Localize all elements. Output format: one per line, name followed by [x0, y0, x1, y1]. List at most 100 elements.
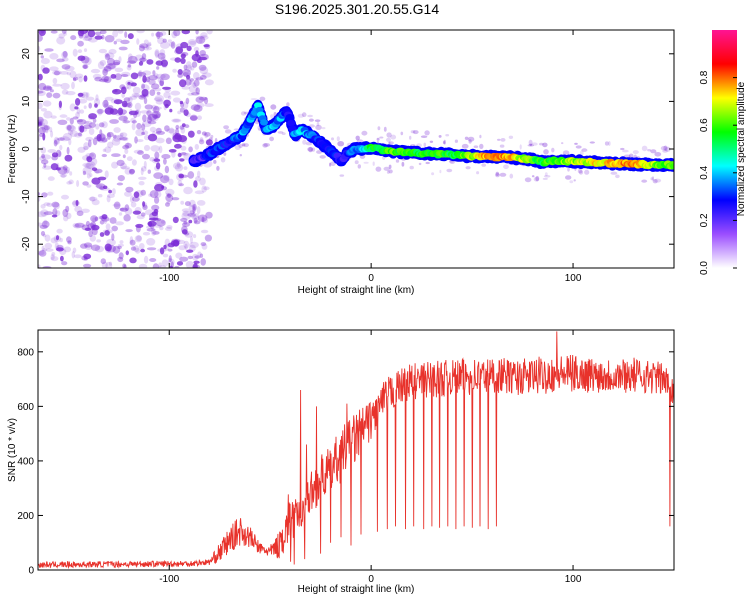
x-tick-label: 0 — [368, 273, 374, 284]
ridge-speckle — [615, 174, 620, 179]
noise-blob — [190, 65, 195, 71]
noise-blob — [42, 248, 48, 252]
noise-blob — [195, 96, 205, 103]
noise-blob — [165, 194, 174, 202]
noise-blob — [201, 216, 205, 223]
noise-blob — [89, 196, 96, 202]
ridge-speckle — [431, 172, 435, 176]
noise-blob — [110, 98, 121, 104]
noise-blob — [83, 242, 93, 248]
noise-blob — [155, 73, 166, 80]
ridge-speckle — [424, 130, 430, 136]
noise-blob — [183, 109, 189, 116]
noise-blob — [146, 43, 152, 47]
noise-blob — [46, 86, 53, 90]
noise-blob — [88, 127, 95, 135]
noise-blob — [105, 261, 113, 268]
noise-blob — [84, 227, 92, 231]
noise-blob — [55, 247, 64, 252]
noise-blob — [58, 151, 62, 158]
ridge-speckle — [479, 143, 484, 149]
noise-blob — [60, 255, 64, 262]
noise-blob — [154, 151, 160, 160]
ridge-speckle — [395, 159, 400, 163]
noise-blob — [165, 137, 172, 145]
noise-blob — [188, 85, 198, 93]
noise-blob — [193, 79, 200, 87]
noise-blob — [82, 170, 86, 176]
snr-series-line — [38, 331, 674, 570]
noise-blob — [50, 237, 58, 244]
noise-blob — [61, 261, 68, 266]
noise-blob — [125, 250, 129, 256]
noise-blob — [141, 166, 147, 172]
noise-blob — [43, 86, 52, 91]
colorbar: 0.0 0.2 0.4 0.6 0.8 Normalized spectral ampl… — [699, 30, 747, 275]
ridge-speckle — [198, 139, 205, 145]
noise-blob — [97, 108, 103, 116]
y-tick-label: 10 — [21, 95, 32, 107]
noise-blob — [144, 134, 150, 141]
ridge-speckle — [241, 143, 246, 147]
noise-blob — [56, 244, 64, 251]
noise-blob — [117, 107, 124, 116]
noise-blob — [163, 244, 167, 250]
ridge-speckle — [400, 131, 404, 136]
colorbar-tick-label: 0.2 — [699, 213, 710, 227]
ridge-speckle — [565, 175, 572, 180]
noise-blob — [155, 162, 161, 170]
noise-blob — [177, 73, 183, 78]
snr-x-label: Height of straight line (km) — [298, 584, 415, 595]
ridge-speckle — [610, 171, 618, 175]
noise-blob — [184, 232, 190, 236]
noise-blob — [68, 138, 72, 146]
snr-panel: -100 0 100 0 200 400 600 800 Height of straigh… — [7, 329, 675, 595]
noise-blob — [123, 214, 131, 222]
noise-blob — [181, 225, 188, 234]
noise-blob — [47, 176, 55, 181]
noise-blob — [40, 209, 49, 217]
noise-blob — [183, 186, 193, 195]
noise-blob — [49, 53, 59, 60]
ridge-speckle — [508, 135, 514, 139]
spectrogram-x-axis: -100 0 100 — [159, 30, 582, 284]
noise-blob — [157, 37, 165, 45]
ridge-speckle — [386, 170, 390, 174]
noise-blob — [154, 224, 162, 228]
ridge-speckle — [205, 139, 210, 144]
noise-blob — [135, 247, 141, 254]
noise-blob — [149, 190, 159, 199]
colorbar-tick-label: 0.4 — [699, 165, 710, 179]
noise-blob — [90, 215, 98, 223]
noise-blob — [172, 162, 182, 170]
noise-blob — [88, 102, 92, 109]
noise-blob — [89, 173, 93, 178]
ridge-speckle — [473, 145, 479, 148]
noise-blob — [147, 120, 157, 125]
noise-blob — [167, 193, 171, 198]
noise-blob — [66, 117, 71, 121]
noise-blob — [104, 146, 112, 153]
noise-blob — [135, 225, 141, 233]
noise-blob — [64, 154, 73, 162]
noise-blob — [203, 97, 209, 105]
ridge-speckle — [204, 132, 211, 137]
noise-blob — [178, 173, 184, 179]
noise-blob — [95, 123, 100, 130]
ridge-speckle — [551, 147, 555, 153]
noise-blob — [153, 105, 160, 114]
ridge-speckle — [443, 139, 446, 145]
noise-blob — [138, 70, 143, 77]
noise-blob — [179, 107, 185, 113]
noise-blob — [115, 38, 123, 42]
noise-blob — [120, 162, 127, 170]
ridge-speckle — [409, 135, 412, 140]
noise-blob — [52, 70, 62, 76]
ridge-speckle — [239, 154, 242, 157]
noise-blob — [151, 32, 155, 37]
noise-blob — [168, 149, 177, 153]
noise-blob — [179, 125, 185, 130]
noise-blob — [124, 142, 132, 149]
noise-blob — [65, 91, 76, 96]
ridge-speckle — [654, 152, 662, 157]
